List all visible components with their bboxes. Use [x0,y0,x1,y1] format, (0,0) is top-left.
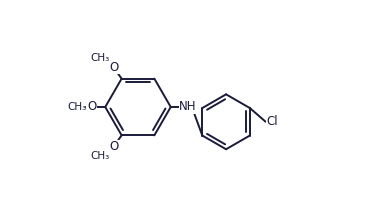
Text: NH: NH [179,101,197,113]
Text: O: O [110,61,119,74]
Text: O: O [87,101,96,113]
Text: O: O [110,140,119,153]
Text: Cl: Cl [267,115,278,128]
Text: CH₃: CH₃ [91,151,110,161]
Text: CH₃: CH₃ [67,102,86,112]
Text: CH₃: CH₃ [91,53,110,63]
